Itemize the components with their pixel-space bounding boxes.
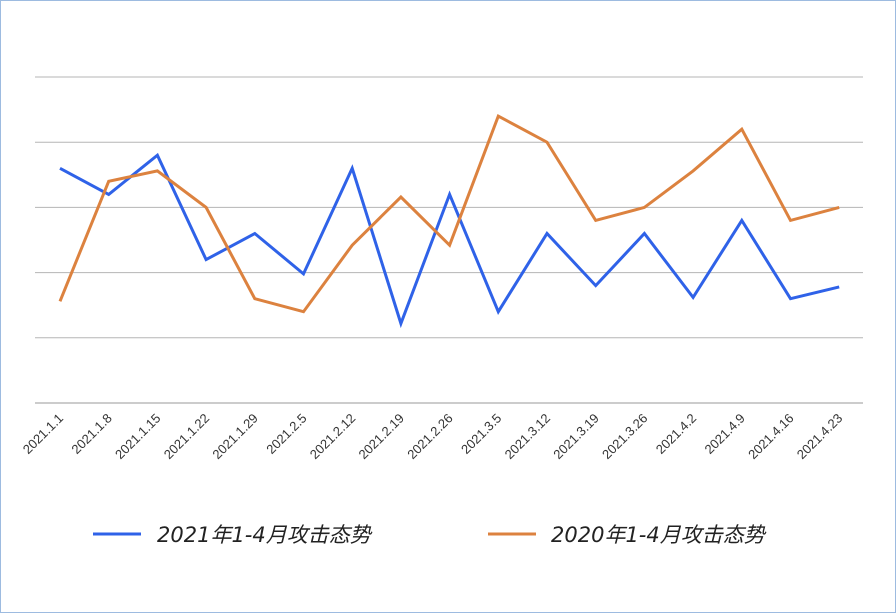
x-tick-label: 2021.3.19	[550, 411, 602, 463]
legend-label: 2021年1-4月攻击态势	[157, 523, 373, 547]
x-tick-label: 2021.1.22	[161, 411, 213, 463]
x-tick-label: 2021.3.26	[599, 411, 651, 463]
x-tick-label: 2021.4.16	[745, 411, 797, 463]
x-tick-label: 2021.1.1	[20, 411, 66, 457]
x-tick-label: 2021.1.29	[209, 411, 261, 463]
series-line-1	[60, 155, 839, 323]
x-tick-label: 2021.2.5	[263, 411, 309, 457]
x-tick-label: 2021.3.5	[458, 411, 504, 457]
x-tick-label: 2021.1.15	[112, 411, 164, 463]
series-line-2	[60, 116, 839, 312]
grid-lines	[35, 77, 863, 403]
x-tick-label: 2021.2.12	[307, 411, 359, 463]
x-tick-label: 2021.3.12	[502, 411, 554, 463]
x-tick-label: 2021.2.19	[356, 411, 408, 463]
x-tick-label: 2021.4.9	[702, 411, 748, 457]
x-tick-label: 2021.1.8	[68, 411, 114, 457]
x-tick-label: 2021.4.2	[653, 411, 699, 457]
series-lines	[60, 116, 839, 323]
legend-label: 2020年1-4月攻击态势	[551, 523, 767, 547]
x-tick-label: 2021.4.23	[794, 411, 846, 463]
legend: 2021年1-4月攻击态势 2020年1-4月攻击态势	[93, 523, 767, 547]
x-tick-label: 2021.2.26	[404, 411, 456, 463]
